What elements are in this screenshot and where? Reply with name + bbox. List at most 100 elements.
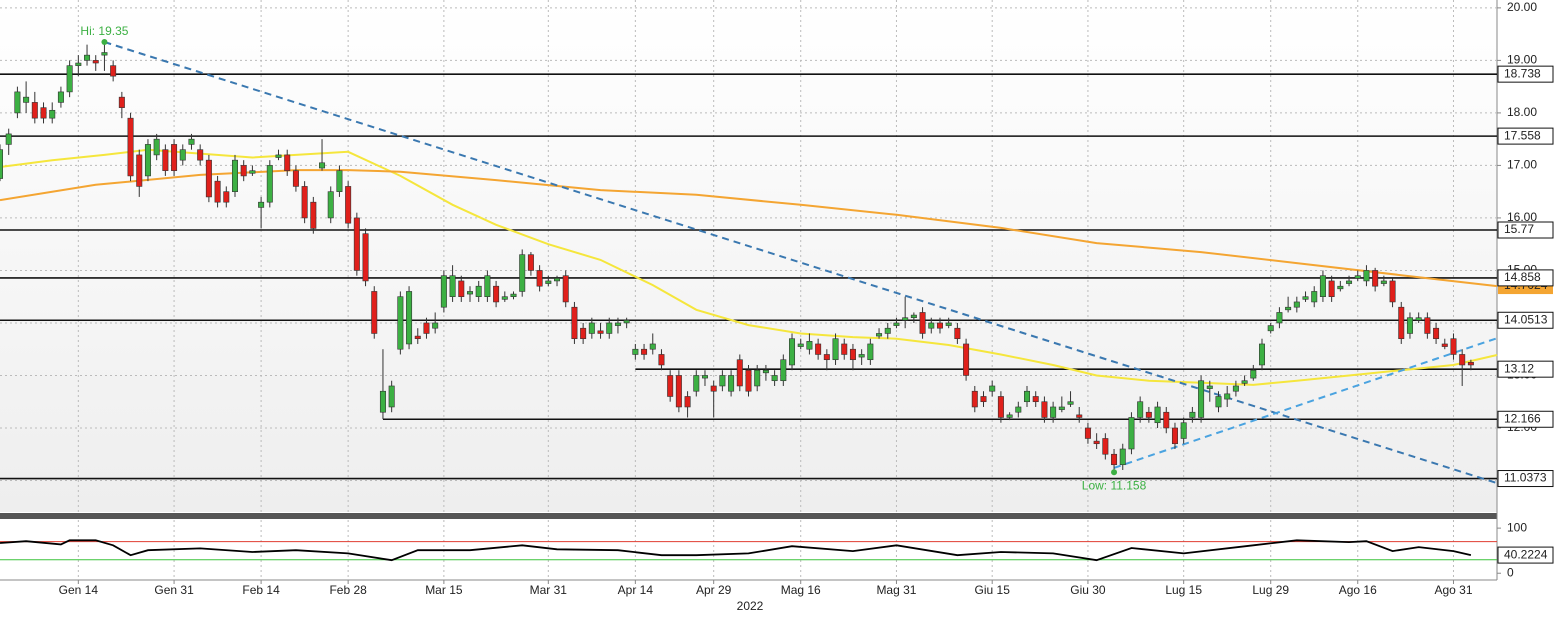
candle-body bbox=[327, 191, 334, 219]
candle-body bbox=[1363, 270, 1370, 282]
y-tick-label: 18.00 bbox=[1507, 105, 1537, 119]
candle-body bbox=[580, 327, 587, 340]
candle-body bbox=[214, 180, 221, 203]
x-tick-label: Mar 15 bbox=[425, 583, 463, 597]
candle-body bbox=[1250, 369, 1257, 379]
x-tick-label: Feb 28 bbox=[329, 583, 367, 597]
candle-body bbox=[1102, 438, 1109, 455]
value-label: 40.2224 bbox=[1504, 547, 1548, 561]
candle-body bbox=[780, 359, 787, 382]
annotation-label: Hi: 19.35 bbox=[80, 24, 128, 38]
candle-body bbox=[449, 275, 456, 297]
y-tick-label: 17.00 bbox=[1507, 158, 1537, 172]
candle-body bbox=[1137, 401, 1144, 418]
candle-body bbox=[806, 341, 813, 350]
candle-body bbox=[1206, 385, 1213, 389]
x-tick-label: Feb 14 bbox=[242, 583, 280, 597]
candle-body bbox=[545, 280, 552, 284]
candle-body bbox=[754, 369, 761, 387]
candle-body bbox=[527, 254, 534, 271]
candle-body bbox=[841, 343, 848, 355]
candle-body bbox=[936, 322, 943, 329]
candle-body bbox=[258, 201, 265, 208]
candle-body bbox=[1241, 380, 1248, 384]
candle-body bbox=[144, 144, 151, 177]
candle-body bbox=[345, 186, 352, 224]
level-box bbox=[1497, 311, 1554, 329]
candle-body bbox=[1041, 401, 1048, 418]
candle-body bbox=[75, 62, 82, 66]
candle-body bbox=[40, 107, 47, 119]
x-axis-year: 2022 bbox=[737, 599, 764, 613]
candle-body bbox=[1319, 275, 1326, 297]
y-tick-label: 100 bbox=[1507, 520, 1527, 534]
candle-body bbox=[1302, 296, 1309, 300]
candle-body bbox=[832, 338, 839, 361]
x-tick-label: Gen 31 bbox=[154, 583, 194, 597]
level-label: 12.166 bbox=[1504, 411, 1541, 425]
candle-body bbox=[493, 285, 500, 303]
y-tick-label: 16.00 bbox=[1507, 210, 1537, 224]
candle-body bbox=[136, 154, 143, 187]
candle-body bbox=[849, 348, 856, 361]
candle-body bbox=[980, 396, 987, 403]
candle-body bbox=[632, 348, 639, 355]
candle-body bbox=[823, 354, 830, 361]
level-box bbox=[1497, 470, 1554, 488]
candle-body bbox=[1128, 417, 1135, 450]
candle-body bbox=[797, 343, 804, 347]
value-box bbox=[1497, 546, 1554, 564]
candle-body bbox=[623, 320, 630, 324]
candle-body bbox=[388, 385, 395, 408]
candle-body bbox=[197, 149, 204, 161]
candle-body bbox=[188, 138, 195, 145]
candle-body bbox=[1163, 411, 1170, 429]
candle-body bbox=[641, 348, 648, 355]
candle-body bbox=[319, 162, 326, 169]
candle-body bbox=[562, 275, 569, 303]
candle-body bbox=[693, 375, 700, 392]
x-tick-label: Ago 16 bbox=[1339, 583, 1377, 597]
level-box bbox=[1497, 269, 1554, 287]
candle-body bbox=[23, 96, 30, 103]
level-label: 11.0373 bbox=[1504, 471, 1547, 485]
candle-body bbox=[554, 278, 561, 282]
candle-body bbox=[1354, 275, 1361, 279]
candle-body bbox=[1398, 306, 1405, 340]
candle-body bbox=[266, 165, 273, 203]
x-tick-label: Apr 29 bbox=[696, 583, 732, 597]
candle-body bbox=[101, 52, 108, 56]
candle-body bbox=[223, 191, 230, 203]
x-tick-label: Giu 30 bbox=[1070, 583, 1106, 597]
candle-body bbox=[719, 375, 726, 387]
candle-body bbox=[379, 390, 386, 413]
candle-body bbox=[667, 375, 674, 397]
candle-body bbox=[92, 60, 99, 64]
candle-body bbox=[649, 343, 656, 350]
candle-body bbox=[31, 102, 38, 119]
candle-body bbox=[284, 154, 291, 171]
candle-body bbox=[1224, 393, 1231, 400]
candle-body bbox=[1119, 448, 1126, 466]
candle-body bbox=[771, 375, 778, 382]
candle-body bbox=[1058, 406, 1065, 410]
candle-body bbox=[536, 270, 543, 287]
candle-body bbox=[815, 343, 822, 355]
level-box bbox=[1497, 127, 1554, 145]
candle-body bbox=[1346, 280, 1353, 284]
y-tick-label: 20.00 bbox=[1507, 0, 1537, 14]
candle-body bbox=[1372, 270, 1379, 287]
candle-body bbox=[902, 317, 909, 321]
candle-body bbox=[162, 149, 169, 171]
candle-body bbox=[1232, 385, 1239, 392]
candle-body bbox=[1293, 301, 1300, 308]
candle-body bbox=[606, 322, 613, 334]
candle-body bbox=[876, 333, 883, 337]
candle-body bbox=[153, 138, 160, 156]
candle-body bbox=[127, 117, 134, 177]
candle-body bbox=[997, 396, 1004, 418]
indicator-line bbox=[0, 539, 1472, 562]
panel-separator bbox=[0, 513, 1497, 519]
candle-body bbox=[1424, 317, 1431, 334]
